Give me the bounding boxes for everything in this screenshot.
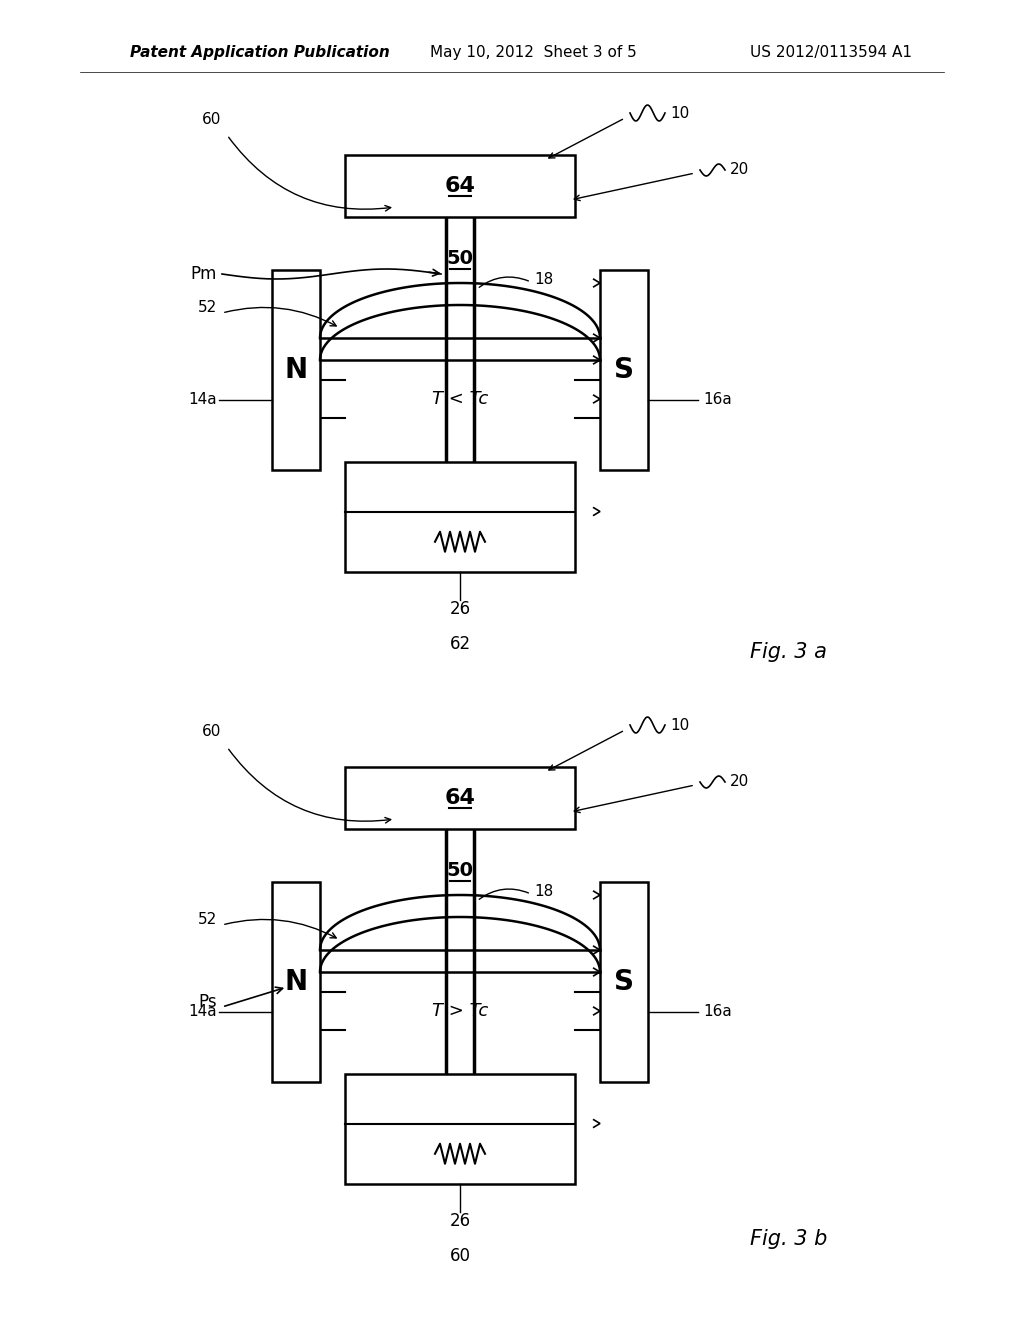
Text: US 2012/0113594 A1: US 2012/0113594 A1 bbox=[750, 45, 912, 59]
Text: 64: 64 bbox=[444, 788, 475, 808]
Text: May 10, 2012  Sheet 3 of 5: May 10, 2012 Sheet 3 of 5 bbox=[430, 45, 637, 59]
Text: 10: 10 bbox=[670, 106, 689, 120]
Text: 60: 60 bbox=[203, 725, 221, 739]
Bar bbox=[600, 882, 648, 1082]
Text: 52: 52 bbox=[198, 912, 217, 928]
Text: 64: 64 bbox=[444, 176, 475, 195]
Text: Fig. 3 a: Fig. 3 a bbox=[750, 642, 826, 663]
Text: 26: 26 bbox=[450, 601, 471, 618]
Bar bbox=[345, 1074, 575, 1184]
Bar bbox=[345, 154, 575, 216]
Text: 50: 50 bbox=[446, 249, 473, 268]
Text: 10: 10 bbox=[670, 718, 689, 733]
Text: 18: 18 bbox=[534, 883, 553, 899]
Text: 14a: 14a bbox=[188, 392, 217, 408]
Text: Fig. 3 b: Fig. 3 b bbox=[750, 1229, 827, 1249]
Text: T > Tc: T > Tc bbox=[432, 1002, 488, 1020]
Text: 52: 52 bbox=[198, 301, 217, 315]
Text: S: S bbox=[614, 356, 634, 384]
Text: 60: 60 bbox=[450, 1247, 470, 1265]
Text: 20: 20 bbox=[730, 775, 750, 789]
Text: S: S bbox=[614, 968, 634, 997]
Bar bbox=[345, 767, 575, 829]
Text: N: N bbox=[285, 968, 307, 997]
Text: Pm: Pm bbox=[190, 265, 217, 282]
Text: 16a: 16a bbox=[703, 392, 732, 408]
Text: N: N bbox=[285, 356, 307, 384]
Text: 20: 20 bbox=[730, 162, 750, 177]
Text: 50: 50 bbox=[446, 862, 473, 880]
Text: 16a: 16a bbox=[703, 1005, 732, 1019]
Bar bbox=[345, 462, 575, 572]
Text: 26: 26 bbox=[450, 1212, 471, 1230]
Text: 18: 18 bbox=[534, 272, 553, 286]
Text: Patent Application Publication: Patent Application Publication bbox=[130, 45, 390, 59]
Text: T < Tc: T < Tc bbox=[432, 389, 488, 408]
Text: Ps: Ps bbox=[199, 993, 217, 1011]
Bar bbox=[600, 271, 648, 470]
Bar bbox=[272, 882, 319, 1082]
Bar bbox=[272, 271, 319, 470]
Text: 14a: 14a bbox=[188, 1005, 217, 1019]
Text: 60: 60 bbox=[203, 112, 221, 128]
Text: 62: 62 bbox=[450, 635, 471, 653]
